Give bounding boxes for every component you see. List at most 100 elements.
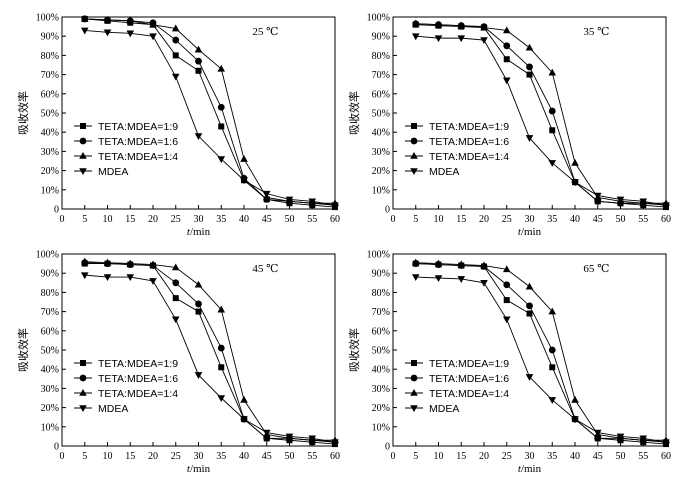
data-point [217, 395, 226, 402]
y-tick-label: 30% [372, 384, 390, 395]
y-axis-label: 吸收效率 [16, 91, 30, 135]
data-point [525, 374, 534, 381]
legend-label: TETA:MDEA=1:6 [98, 136, 178, 148]
data-point [571, 158, 579, 166]
legend-marker [80, 360, 86, 366]
data-point [217, 305, 226, 313]
data-point [502, 316, 511, 324]
data-point [502, 26, 511, 34]
x-tick-label: 40 [239, 214, 249, 225]
data-point [502, 265, 511, 273]
data-point [218, 364, 225, 371]
x-axis-label: t/min [518, 463, 542, 475]
legend-label: MDEA [429, 403, 459, 415]
data-point [103, 258, 112, 266]
legend-label: TETA:MDEA=1:4 [429, 388, 509, 400]
x-tick-label: 55 [638, 451, 648, 462]
y-tick-label: 40% [41, 128, 59, 139]
data-point [503, 297, 510, 304]
x-tick-label: 50 [616, 214, 626, 225]
x-tick-label: 20 [148, 214, 158, 225]
data-point [172, 36, 180, 44]
y-tick-label: 80% [372, 51, 390, 62]
data-point [126, 259, 135, 267]
x-tick-label: 55 [307, 451, 317, 462]
y-tick-label: 90% [41, 32, 59, 43]
data-point [285, 433, 294, 441]
series-line [84, 263, 336, 445]
data-point [172, 279, 180, 287]
legend-marker [410, 405, 418, 412]
chart-panel: 0 5 10 15 20 25 30 35 40 45 50 55 60 0 10% 20% 30% 40% 50%… [347, 250, 671, 476]
series-line [415, 35, 667, 206]
data-point [217, 64, 226, 72]
x-tick-label: 0 [391, 451, 396, 462]
data-point [411, 258, 420, 266]
data-point [548, 397, 557, 404]
x-tick-label: 15 [125, 451, 135, 462]
legend-marker [80, 123, 86, 129]
data-point [308, 198, 317, 206]
x-tick-label: 10 [103, 214, 113, 225]
x-tick-label: 55 [307, 214, 317, 225]
y-tick-label: 60% [372, 326, 390, 337]
data-point [308, 435, 317, 443]
data-point [571, 416, 579, 424]
data-point [639, 198, 648, 206]
x-tick-label: 60 [330, 451, 340, 462]
y-tick-label: 0 [54, 442, 59, 453]
y-tick-label: 100% [36, 250, 59, 261]
data-point [434, 259, 443, 267]
data-point [171, 24, 180, 32]
data-point [195, 57, 202, 65]
y-tick-label: 90% [41, 269, 59, 280]
data-point [411, 274, 420, 282]
y-tick-label: 70% [372, 70, 390, 81]
legend-marker [410, 389, 418, 396]
legend-label: MDEA [98, 403, 128, 415]
x-tick-label: 5 [413, 451, 418, 462]
data-point [194, 133, 203, 141]
legend-marker [79, 137, 87, 145]
data-point [525, 43, 534, 51]
y-tick-label: 100% [367, 250, 390, 261]
y-tick-label: 50% [41, 346, 59, 357]
y-tick-label: 100% [36, 13, 59, 24]
y-tick-label: 40% [41, 365, 59, 376]
data-point [194, 280, 203, 288]
data-point [662, 202, 670, 210]
data-point [548, 346, 556, 354]
series-line [415, 24, 667, 208]
legend-marker [79, 168, 87, 175]
legend-label: TETA:MDEA=1:9 [429, 121, 509, 133]
legend-marker [410, 152, 418, 159]
x-tick-label: 50 [616, 451, 626, 462]
x-tick-label: 40 [570, 451, 580, 462]
chart-panel: 0 5 10 15 20 25 30 35 40 45 50 55 60 0 10% 20% 30% 40% 50%… [347, 13, 671, 239]
y-tick-label: 10% [372, 422, 390, 433]
series-line [84, 261, 335, 441]
data-point [195, 67, 202, 74]
x-tick-label: 55 [638, 214, 648, 225]
data-point [149, 20, 157, 28]
y-tick-label: 10% [372, 185, 390, 196]
y-tick-label: 40% [372, 365, 390, 376]
x-tick-label: 60 [330, 214, 340, 225]
x-tick-label: 30 [194, 214, 204, 225]
data-point [195, 308, 202, 315]
x-axis-unit: /min [521, 226, 542, 238]
series-line [84, 29, 336, 206]
x-tick-label: 30 [194, 451, 204, 462]
legend-label: TETA:MDEA=1:4 [98, 388, 178, 400]
panel-title: 65 ℃ [583, 263, 609, 275]
legend-label: TETA:MDEA=1:9 [98, 358, 178, 370]
legend-marker [411, 123, 417, 129]
x-axis-var: t [518, 226, 522, 238]
data-point [103, 274, 112, 282]
y-tick-label: 80% [372, 288, 390, 299]
y-tick-label: 70% [41, 307, 59, 318]
data-point [548, 107, 556, 115]
data-point [549, 364, 556, 371]
data-point [103, 29, 112, 37]
data-point [194, 45, 203, 53]
